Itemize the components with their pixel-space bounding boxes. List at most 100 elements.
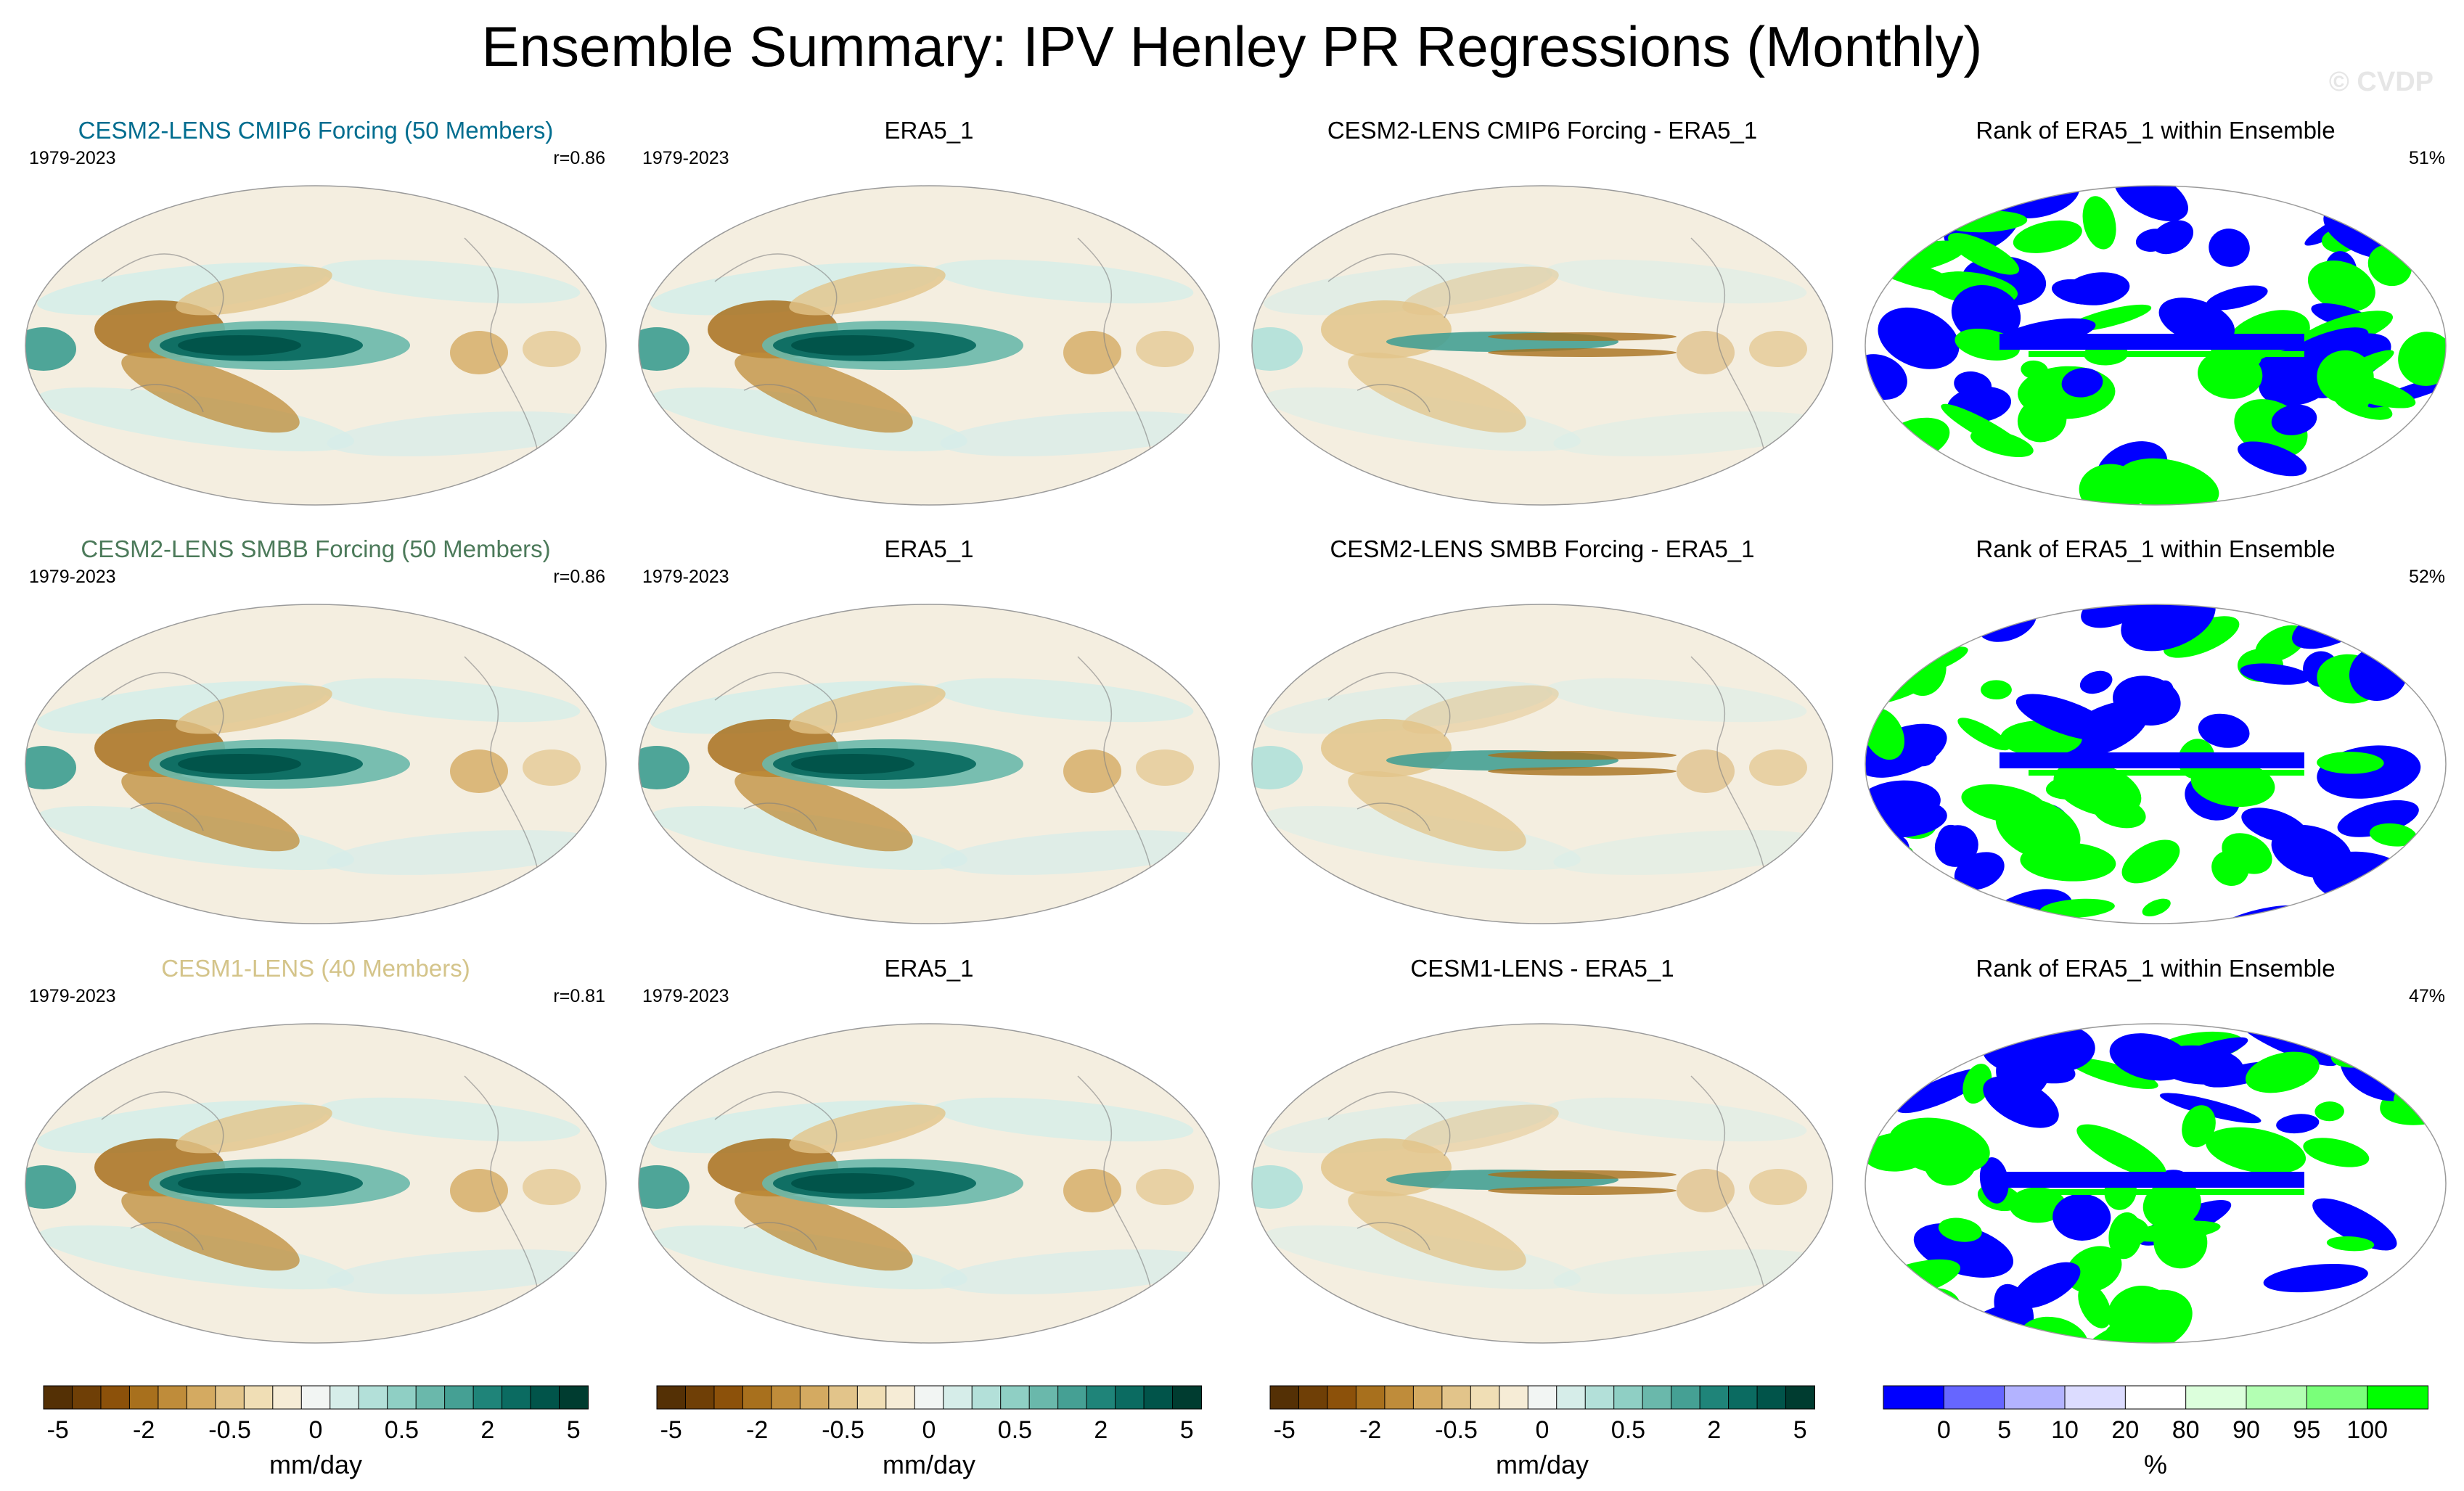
rank-patch (2378, 898, 2446, 924)
map-outline (638, 1023, 1220, 1344)
colorbar-tick-label: 20 (2111, 1416, 2139, 1444)
colorbar-swatch (914, 1385, 944, 1410)
colorbar-swatch (656, 1385, 687, 1410)
rank-patch (2376, 893, 2418, 924)
coastline (1327, 1075, 1764, 1287)
colorbar-swatch (1728, 1385, 1759, 1410)
colorbar-tick-label: 5 (567, 1416, 581, 1444)
colorbar-swatch (71, 1385, 102, 1410)
map-panel-diff: CESM2-LENS SMBB Forcing - ERA5_1 (1241, 533, 1843, 940)
map-field (25, 1024, 606, 1343)
rank-patch (2343, 483, 2391, 505)
rank-percentage: 47% (2408, 986, 2445, 1006)
rank-patch (2163, 616, 2240, 658)
colorbar-swatch (1756, 1385, 1787, 1410)
colorbar-tick-label: 2 (1707, 1416, 1721, 1444)
colorbar-swatch (1883, 1385, 1945, 1410)
rank-patch (1948, 233, 2020, 275)
map-plot (1251, 185, 1833, 506)
anomaly-region (319, 1097, 581, 1142)
map-panel-obs: ERA5_1 1979-2023 (628, 115, 1230, 521)
anomaly-region (176, 266, 332, 316)
colorbar-swatch (444, 1385, 475, 1410)
colorbar-tick-label: 5 (1997, 1416, 2011, 1444)
rank-patch (2093, 797, 2146, 829)
anomaly-region (1252, 746, 1303, 789)
precip-colorbar: -5 -2 -0.5 0 0.5 2 5 mm/day (40, 1384, 592, 1479)
anomaly-region (1063, 749, 1121, 793)
anomaly-region (1488, 1186, 1677, 1195)
colorbar-swatch (215, 1385, 245, 1410)
rank-patch (1961, 784, 2048, 823)
rank-patch (2399, 867, 2442, 899)
colorbar-tick-label: -5 (47, 1416, 69, 1444)
colorbar-tick-label: 100 (2346, 1416, 2388, 1444)
map-field (25, 604, 606, 924)
rank-patch (2391, 630, 2444, 680)
anomaly-region (1488, 332, 1677, 341)
colorbar-tick-label: 0.5 (1611, 1416, 1645, 1444)
rank-patch (2285, 327, 2369, 366)
rank-patch (2051, 279, 2105, 305)
period-label: 1979-2023 (642, 986, 729, 1006)
colorbar-tick-label: 5 (1793, 1416, 1807, 1444)
colorbar-tick-label: -0.5 (1435, 1416, 1478, 1444)
colorbar-swatch (1115, 1385, 1145, 1410)
anomaly-region (25, 746, 76, 789)
rank-patch (1981, 680, 2012, 700)
panel-title: CESM2-LENS SMBB Forcing (50 Members) (81, 535, 551, 562)
anomaly-region (933, 259, 1194, 304)
colorbar-swatch (943, 1385, 973, 1410)
anomaly-region (1749, 1169, 1807, 1205)
colorbar-tick-label: 80 (2172, 1416, 2200, 1444)
rank-patch (1865, 871, 1909, 901)
coastline (1327, 656, 1764, 868)
anomaly-region (639, 746, 689, 789)
colorbar-tick-label: 0.5 (385, 1416, 419, 1444)
rank-patch (2206, 285, 2268, 311)
map-panel-model: CESM2-LENS SMBB Forcing (50 Members) 1979… (15, 533, 617, 940)
map-plot (25, 1023, 607, 1344)
coastline (714, 237, 1151, 449)
anomaly-region (1488, 348, 1677, 357)
anomaly-region (1488, 751, 1677, 760)
map-panel-model: CESM2-LENS CMIP6 Forcing (50 Members) 197… (15, 115, 617, 521)
rank-percentage: 52% (2408, 567, 2445, 587)
rank-patch (2129, 1220, 2221, 1242)
anomaly-region (940, 411, 1216, 456)
anomaly-region (319, 259, 581, 304)
colorbar-swatch (1143, 1385, 1174, 1410)
period-label: 1979-2023 (642, 567, 729, 587)
anomaly-region (1063, 331, 1121, 374)
map-panel-rank: Rank of ERA5_1 within Ensemble 47% (1854, 953, 2457, 1359)
rank-patch (1954, 371, 1992, 398)
colorbar-swatch (971, 1385, 1002, 1410)
rank-patch (2013, 1262, 2081, 1309)
colorbar-swatch (2064, 1385, 2127, 1410)
anomaly-region (1252, 327, 1303, 371)
precip-colorbar: -5 -2 -0.5 0 0.5 2 5 mm/day (653, 1384, 1205, 1479)
colorbar-swatch (243, 1385, 274, 1410)
rank-patch (2198, 350, 2263, 399)
rank-patch (2182, 1105, 2216, 1148)
anomaly-region (1677, 331, 1735, 374)
map-plot (638, 1023, 1220, 1344)
panel-title: Rank of ERA5_1 within Ensemble (1976, 955, 2336, 982)
anomaly-region (1136, 1169, 1194, 1205)
rank-patch (2317, 752, 2384, 774)
rank-patch (2069, 1058, 2158, 1089)
rank-patch (2020, 842, 2116, 882)
colorbar-swatch (300, 1385, 331, 1410)
map-plot (1251, 1023, 1833, 1344)
anomaly-region (1402, 266, 1559, 316)
rank-patch (2000, 1172, 2304, 1188)
map-outline (638, 185, 1220, 506)
anomaly-region (1488, 767, 1677, 776)
colorbar-swatch (128, 1385, 159, 1410)
rank-patch (2222, 833, 2272, 874)
colorbar-tick-label: 2 (480, 1416, 494, 1444)
colorbar-swatch (1441, 1385, 1472, 1410)
colorbar-swatch (2246, 1385, 2308, 1410)
anomaly-region (734, 352, 913, 433)
colorbar-swatch (502, 1385, 532, 1410)
